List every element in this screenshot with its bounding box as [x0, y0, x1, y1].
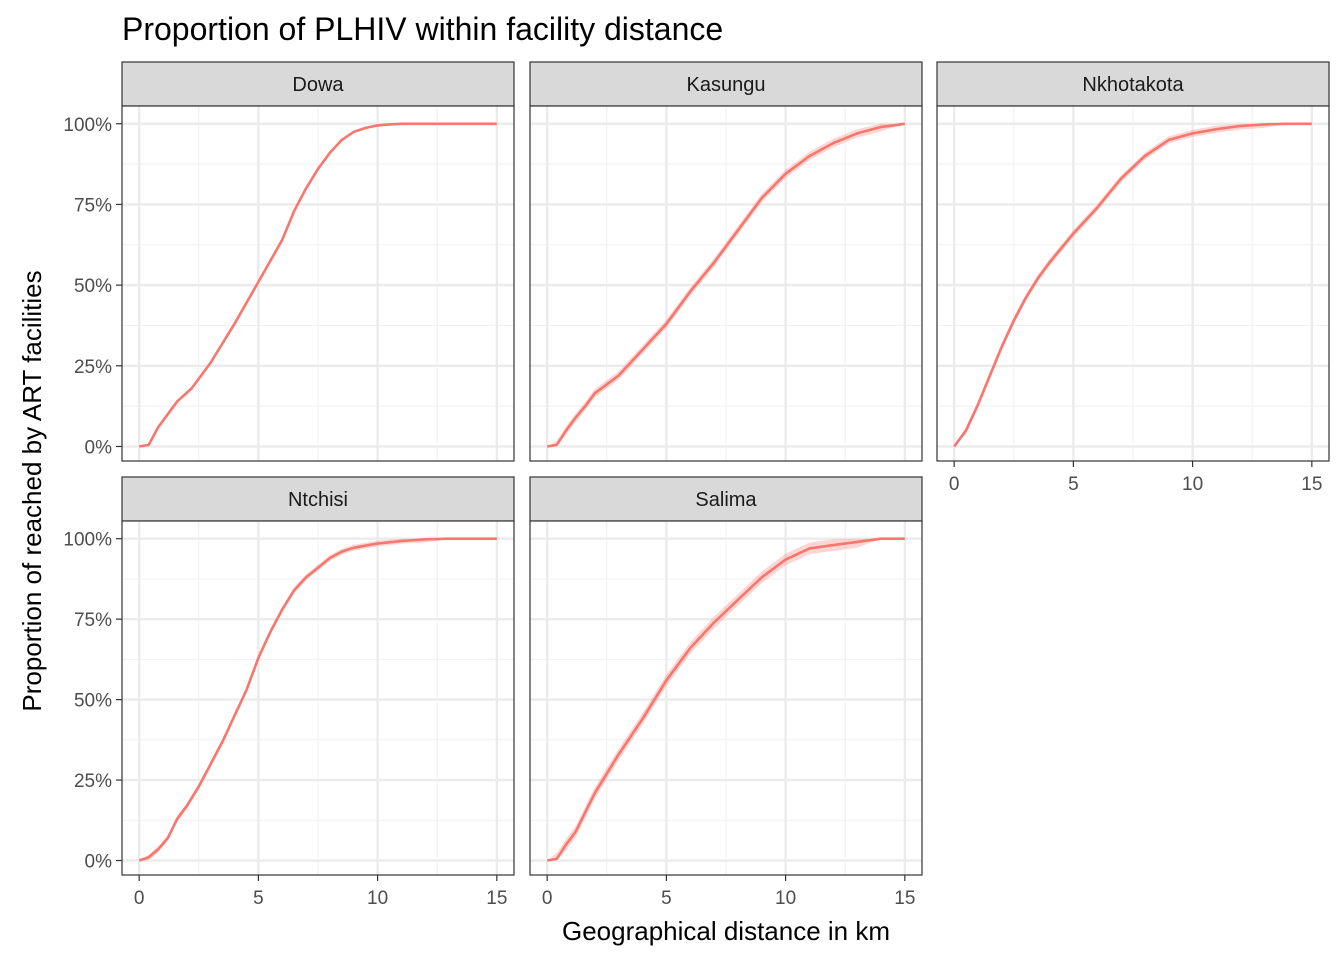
facet-strip-kasungu [529, 61, 923, 107]
panel-border-dowa [121, 105, 515, 462]
facet-strip-label-ntchisi: Ntchisi [288, 489, 348, 511]
x-tick-label: 15 [1301, 474, 1322, 495]
x-tick-label: 0 [134, 888, 145, 909]
facet-strip-label-nkhotakota: Nkhotakota [1082, 74, 1184, 96]
x-tick-label: 10 [775, 888, 796, 909]
x-tick-label: 5 [661, 888, 672, 909]
facet-strip-label-salima: Salima [695, 489, 757, 511]
facet-nkhotakota: Nkhotakota 0 5 10 15 [936, 61, 1330, 495]
y-tick-label: 25% [74, 357, 112, 378]
x-tick-label: 5 [1068, 474, 1079, 495]
facet-ntchisi: Ntchisi 0% 25% 50% 75% 100% 0 5 10 15 [63, 476, 515, 909]
panel-border-kasungu [529, 105, 923, 462]
panel-border-ntchisi [121, 520, 515, 876]
y-tick-label: 50% [74, 276, 112, 297]
y-tick-label: 0% [85, 437, 113, 458]
series-line-dowa [138, 122, 497, 448]
y-tick-label: 100% [63, 530, 112, 551]
y-tick-label: 75% [74, 195, 112, 216]
facet-strip-dowa [121, 61, 515, 107]
panel-border-nkhotakota [936, 105, 1330, 462]
y-tick-label: 50% [74, 691, 112, 712]
facet-strip-nkhotakota [936, 61, 1330, 107]
series-line-kasungu [546, 122, 905, 448]
facet-strip-salima [529, 476, 923, 522]
chart-title: Proportion of PLHIV within facility dist… [122, 11, 723, 47]
facet-strip-ntchisi [121, 476, 515, 522]
facet-dowa: Dowa 0% 25% 50% 75% 100% [63, 61, 515, 462]
y-tick-label: 75% [74, 610, 112, 631]
x-tick-label: 10 [367, 888, 388, 909]
facet-strip-label-kasungu: Kasungu [687, 74, 766, 96]
y-axis-title: Proportion of reached by ART facilities [17, 270, 47, 711]
facet-salima: Salima 0 5 10 15 [529, 476, 923, 909]
series-line-salima [546, 537, 905, 862]
facet-strip-label-dowa: Dowa [292, 74, 344, 96]
x-tick-label: 15 [894, 888, 915, 909]
y-tick-label: 100% [63, 115, 112, 136]
x-axis-title: Geographical distance in km [562, 916, 890, 946]
series-line-nkhotakota [953, 122, 1312, 448]
x-tick-label: 15 [486, 888, 507, 909]
y-tick-label: 0% [85, 852, 113, 873]
panel-border-salima [529, 520, 923, 876]
y-tick-label: 25% [74, 771, 112, 792]
x-tick-label: 0 [949, 474, 960, 495]
facet-kasungu: Kasungu [529, 61, 923, 462]
x-tick-label: 10 [1182, 474, 1203, 495]
x-tick-label: 0 [542, 888, 553, 909]
series-line-ntchisi [138, 537, 497, 862]
x-tick-label: 5 [253, 888, 264, 909]
